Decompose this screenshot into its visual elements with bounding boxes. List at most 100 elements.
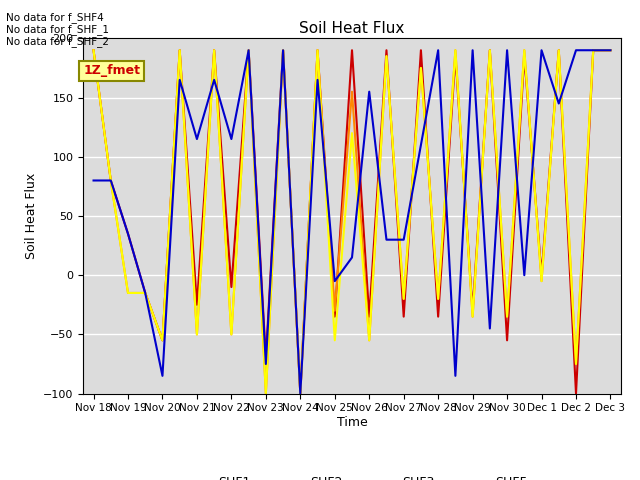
SHF2 xyxy=(90,48,97,53)
SHF2 xyxy=(572,361,580,367)
SHF3 xyxy=(572,361,580,367)
SHF2 xyxy=(468,314,476,320)
SHF1 xyxy=(296,391,304,396)
SHF3 xyxy=(262,391,269,396)
SHF1 xyxy=(176,48,184,53)
Legend: SHF1, SHF2, SHF3, SHF5: SHF1, SHF2, SHF3, SHF5 xyxy=(172,471,532,480)
SHF3 xyxy=(90,48,97,53)
SHF5 xyxy=(400,237,408,242)
SHF1 xyxy=(90,48,97,53)
SHF1 xyxy=(211,48,218,53)
SHF3 xyxy=(538,278,545,284)
Text: No data for f_SHF_1: No data for f_SHF_1 xyxy=(6,24,109,35)
SHF5 xyxy=(159,373,166,379)
SHF2 xyxy=(314,48,321,53)
Text: 1Z_fmet: 1Z_fmet xyxy=(83,64,140,77)
SHF5 xyxy=(228,136,236,142)
SHF2 xyxy=(417,65,425,71)
SHF2 xyxy=(452,48,460,53)
SHF5 xyxy=(141,290,149,296)
SHF5 xyxy=(176,77,184,83)
SHF5 xyxy=(572,48,580,53)
SHF2 xyxy=(538,278,545,284)
SHF5 xyxy=(503,48,511,53)
SHF2 xyxy=(228,332,236,337)
SHF2 xyxy=(555,48,563,53)
SHF1 xyxy=(503,337,511,343)
SHF2 xyxy=(124,290,132,296)
SHF3 xyxy=(383,53,390,59)
SHF5 xyxy=(520,272,528,278)
SHF1 xyxy=(555,48,563,53)
SHF5 xyxy=(107,178,115,183)
SHF5 xyxy=(193,136,201,142)
SHF3 xyxy=(417,65,425,71)
SHF1 xyxy=(572,391,580,396)
SHF3 xyxy=(193,332,201,337)
SHF3 xyxy=(141,290,149,296)
SHF2 xyxy=(520,48,528,53)
SHF2 xyxy=(244,48,252,53)
SHF3 xyxy=(244,48,252,53)
SHF2 xyxy=(176,48,184,53)
SHF1 xyxy=(468,308,476,313)
SHF5 xyxy=(314,77,321,83)
Text: No data for f_SHF_2: No data for f_SHF_2 xyxy=(6,36,109,47)
SHF2 xyxy=(296,391,304,396)
SHF3 xyxy=(365,337,373,343)
SHF3 xyxy=(348,130,356,136)
X-axis label: Time: Time xyxy=(337,416,367,429)
SHF5 xyxy=(90,178,97,183)
SHF1 xyxy=(365,314,373,320)
SHF5 xyxy=(417,142,425,148)
SHF5 xyxy=(211,77,218,83)
Text: No data for f_SHF4: No data for f_SHF4 xyxy=(6,12,104,23)
SHF2 xyxy=(503,314,511,320)
SHF1 xyxy=(435,314,442,320)
SHF3 xyxy=(176,48,184,53)
SHF2 xyxy=(383,53,390,59)
SHF2 xyxy=(141,290,149,296)
SHF1 xyxy=(244,48,252,53)
SHF5 xyxy=(486,325,493,331)
SHF1 xyxy=(314,48,321,53)
Line: SHF5: SHF5 xyxy=(93,50,611,394)
SHF2 xyxy=(262,391,269,396)
SHF1 xyxy=(279,48,287,53)
SHF3 xyxy=(555,48,563,53)
SHF2 xyxy=(211,48,218,53)
SHF1 xyxy=(159,337,166,343)
SHF2 xyxy=(365,337,373,343)
SHF1 xyxy=(417,48,425,53)
SHF1 xyxy=(141,290,149,296)
SHF3 xyxy=(228,332,236,337)
SHF5 xyxy=(555,101,563,107)
SHF2 xyxy=(279,48,287,53)
SHF3 xyxy=(159,337,166,343)
SHF5 xyxy=(452,373,460,379)
SHF3 xyxy=(486,48,493,53)
SHF3 xyxy=(279,48,287,53)
SHF1 xyxy=(400,314,408,320)
SHF2 xyxy=(331,308,339,313)
SHF5 xyxy=(124,231,132,237)
SHF5 xyxy=(589,48,597,53)
SHF5 xyxy=(607,48,614,53)
SHF3 xyxy=(435,296,442,302)
SHF2 xyxy=(435,296,442,302)
SHF1 xyxy=(538,272,545,278)
SHF3 xyxy=(124,290,132,296)
SHF1 xyxy=(262,355,269,361)
SHF3 xyxy=(296,391,304,396)
Line: SHF3: SHF3 xyxy=(93,50,611,394)
SHF3 xyxy=(520,48,528,53)
Line: SHF1: SHF1 xyxy=(93,50,611,394)
Title: Soil Heat Flux: Soil Heat Flux xyxy=(300,21,404,36)
SHF5 xyxy=(296,391,304,396)
SHF5 xyxy=(244,48,252,53)
SHF2 xyxy=(486,48,493,53)
Line: SHF2: SHF2 xyxy=(93,50,611,394)
SHF5 xyxy=(435,48,442,53)
SHF2 xyxy=(348,89,356,95)
SHF3 xyxy=(607,48,614,53)
